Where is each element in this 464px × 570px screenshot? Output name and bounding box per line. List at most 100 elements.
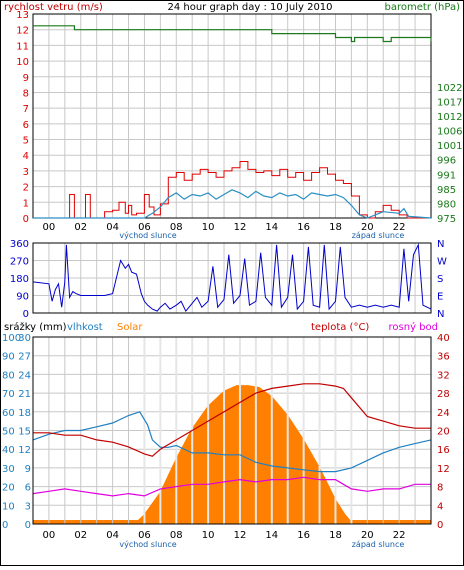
temp-tick-label: 16 [437, 445, 450, 456]
sunset-label-bottom: západ slunce [352, 540, 405, 549]
time-tick-label: 00 [43, 530, 56, 541]
time-tick-label: 08 [170, 530, 183, 541]
humidity-tick-label: 0 [2, 520, 8, 531]
humidity-tick-label: 60 [2, 408, 15, 419]
humidity-tick-label: 100 [2, 333, 21, 344]
wind-tick-label: 12 [16, 26, 29, 37]
panel3-series [32, 383, 432, 497]
humidity-tick-label: 50 [2, 427, 15, 438]
wind-tick-label: 9 [23, 73, 29, 84]
baro-tick-label: 975 [437, 214, 456, 225]
temp-tick-label: 20 [437, 427, 450, 438]
sunrise-label-top: východ slunce [119, 231, 176, 240]
rain-tick-label: 27 [18, 352, 31, 363]
time-tick-label: 04 [106, 530, 119, 541]
temp-tick-label: 28 [437, 389, 450, 400]
solar-baseline [33, 520, 431, 524]
baro-tick-label: 1001 [437, 141, 462, 152]
panel1-time-ticks: 00 02 04 06 08 10 12 14 16 18 20 22 [43, 222, 406, 233]
degree-tick-label: 360 [10, 239, 29, 250]
time-tick-label: 08 [170, 222, 183, 233]
temp-tick-label: 32 [437, 370, 450, 381]
wind-tick-label: 11 [16, 41, 29, 52]
baro-tick-label: 985 [437, 185, 456, 196]
baro-tick-label: 980 [437, 199, 456, 210]
time-tick-label: 10 [202, 530, 215, 541]
time-tick-label: 20 [361, 530, 374, 541]
time-tick-label: 18 [329, 530, 342, 541]
temp-tick-label: 0 [437, 520, 443, 531]
rain-tick-label: 9 [25, 464, 31, 475]
wind-tick-label: 2 [23, 183, 29, 194]
humidity-tick-label: 20 [2, 483, 15, 494]
rain-axis-label: srážky (mm) [4, 321, 67, 333]
panel1-baro-ticks: 975 980 985 991 996 1001 1006 1012 1017 1022 [437, 83, 462, 225]
time-tick-label: 06 [138, 222, 151, 233]
humidity-line [32, 411, 432, 473]
compass-tick-label: S [437, 274, 443, 285]
time-tick-label: 14 [265, 530, 278, 541]
wind-tick-label: 3 [23, 167, 29, 178]
wind-tick-label: 0 [23, 214, 29, 225]
rain-tick-label: 15 [18, 427, 31, 438]
humidity-tick-label: 40 [2, 445, 15, 456]
baro-tick-label: 996 [437, 156, 456, 167]
baro-tick-label: 1022 [437, 83, 462, 94]
wind-axis-label: rychlost vetru (m/s) [4, 2, 103, 13]
time-tick-label: 16 [297, 222, 310, 233]
wind-tick-label: 7 [23, 104, 29, 115]
barometer-line [33, 25, 432, 43]
compass-tick-label: N [437, 309, 444, 320]
wind-tick-label: 5 [23, 136, 29, 147]
wind-speed-line [33, 161, 431, 219]
time-tick-label: 22 [393, 222, 406, 233]
panel3-time-ticks: 00 02 04 06 08 10 12 14 16 18 20 22 [43, 530, 406, 541]
compass-tick-label: W [437, 257, 447, 268]
time-tick-label: 00 [43, 222, 56, 233]
temp-tick-label: 12 [437, 464, 450, 475]
baro-tick-label: 991 [437, 170, 456, 181]
rain-tick-label: 24 [18, 370, 31, 381]
wind-average-line [33, 189, 432, 219]
wind-tick-label: 4 [23, 151, 29, 162]
rain-tick-label: 30 [18, 333, 31, 344]
wind-direction-line [32, 243, 432, 313]
time-tick-label: 04 [106, 222, 119, 233]
humidity-tick-label: 70 [2, 389, 15, 400]
wind-tick-label: 8 [23, 88, 29, 99]
wind-tick-label: 13 [16, 10, 29, 21]
time-tick-label: 16 [297, 530, 310, 541]
rain-tick-label: 21 [18, 389, 31, 400]
humidity-tick-label: 80 [2, 370, 15, 381]
wind-tick-label: 6 [23, 120, 29, 131]
time-tick-label: 12 [234, 222, 247, 233]
compass-tick-label: E [437, 292, 443, 303]
wind-tick-label: 10 [16, 57, 29, 68]
degree-tick-label: 270 [10, 257, 29, 268]
baro-tick-label: 1006 [437, 127, 462, 138]
temp-tick-label: 40 [437, 333, 450, 344]
rain-tick-label: 0 [25, 520, 31, 531]
panel3-temp-ticks: 0 4 8 12 16 20 24 28 32 36 40 [437, 333, 450, 531]
time-tick-label: 02 [74, 530, 87, 541]
degree-tick-label: 180 [10, 274, 29, 285]
degree-tick-label: 0 [23, 309, 29, 320]
panel3-rain-ticks: 0 3 6 9 12 15 18 21 24 27 30 [18, 333, 31, 531]
time-tick-label: 02 [74, 222, 87, 233]
humidity-axis-label: vlhkost [67, 322, 103, 333]
sunrise-label-bottom: východ slunce [119, 540, 176, 549]
panel3-humidity-ticks: 0 10 20 30 40 50 60 70 80 90 100 [2, 333, 21, 531]
time-tick-label: 20 [361, 222, 374, 233]
dewpoint-axis-label: rosný bod [389, 321, 438, 333]
sunset-label-top: západ slunce [352, 231, 405, 240]
baro-tick-label: 1012 [437, 112, 462, 123]
temperature-line [33, 383, 431, 457]
wind-tick-label: 1 [23, 198, 29, 209]
baro-tick-label: 1017 [437, 97, 462, 108]
rain-tick-label: 3 [25, 501, 31, 512]
rain-tick-label: 6 [25, 483, 31, 494]
